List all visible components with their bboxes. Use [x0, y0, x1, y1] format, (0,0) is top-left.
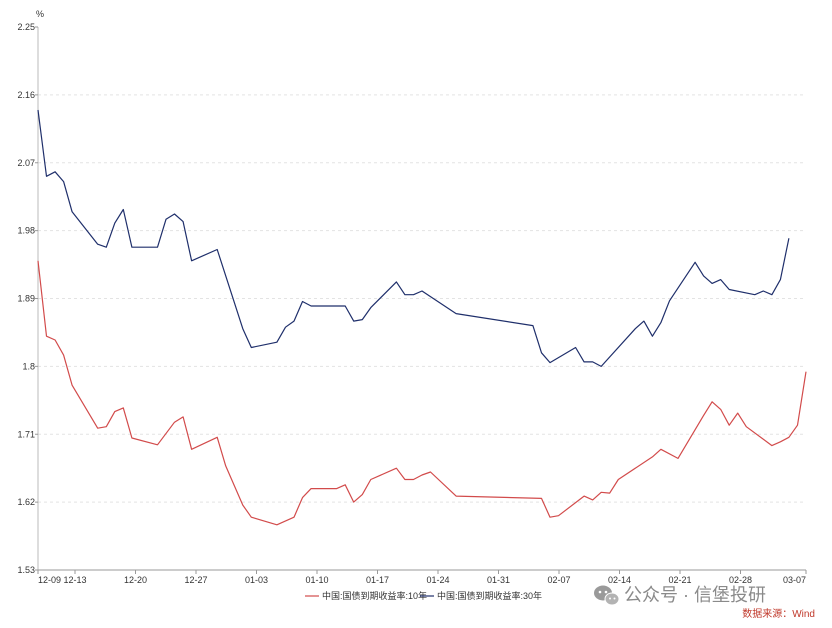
series-line-10y	[37, 260, 807, 526]
x-tick-label: 02-21	[668, 575, 691, 585]
x-tick-label: 01-10	[305, 575, 328, 585]
series-line-30y	[37, 109, 790, 367]
x-tick-label: 02-14	[608, 575, 631, 585]
x-tick-labels: 12-09 12-13 12-20 12-27 01-03 01-10 01-17 01-24…	[37, 570, 807, 585]
x-tick-label: 12-20	[124, 575, 147, 585]
watermark: 公众号 · 信堡投研	[594, 585, 766, 606]
x-tick-label: 01-24	[426, 575, 449, 585]
x-tick-label: 12-13	[63, 575, 86, 585]
y-tick-labels: 2.25 2.16 2.07 1.98 1.89 1.8 1.71 1.62 1.53	[17, 22, 38, 575]
legend-label-30y: 中国:国债到期收益率:30年	[437, 590, 542, 601]
y-tick-label: 2.16	[17, 90, 35, 100]
y-tick-label: 1.71	[17, 429, 35, 439]
legend-item-30y: 中国:国债到期收益率:30年	[420, 590, 542, 601]
data-source-label: 数据来源：Wind	[742, 607, 815, 620]
y-tick-label: 1.8	[22, 361, 35, 371]
x-tick-label: 01-03	[245, 575, 268, 585]
x-tick-label: 02-28	[729, 575, 752, 585]
legend: 中国:国债到期收益率:10年 中国:国债到期收益率:30年	[305, 590, 542, 601]
grid-lines	[38, 94, 806, 503]
x-tick-label: 12-09	[38, 575, 61, 585]
x-tick-label: 01-31	[487, 575, 510, 585]
y-tick-label: 1.89	[17, 294, 35, 304]
legend-item-10y: 中国:国债到期收益率:10年	[305, 590, 427, 601]
y-tick-label: 1.62	[17, 497, 35, 507]
y-tick-label: 1.53	[17, 565, 35, 575]
x-tick-label: 01-17	[366, 575, 389, 585]
y-axis-unit: %	[36, 9, 44, 19]
x-tick-label: 12-27	[184, 575, 207, 585]
y-tick-label: 2.25	[17, 22, 35, 32]
x-tick-label: 03-07	[783, 575, 806, 585]
watermark-text: 公众号 · 信堡投研	[624, 585, 766, 605]
legend-label-10y: 中国:国债到期收益率:10年	[322, 590, 427, 601]
y-tick-label: 1.98	[17, 226, 35, 236]
x-tick-label: 02-07	[547, 575, 570, 585]
series-lines	[37, 109, 807, 526]
y-tick-label: 2.07	[17, 158, 35, 168]
wechat-icon	[594, 585, 620, 606]
